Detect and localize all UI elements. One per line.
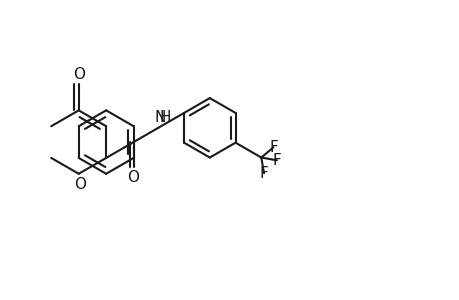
Text: H: H xyxy=(159,110,170,125)
Text: F: F xyxy=(272,153,280,168)
Text: O: O xyxy=(127,170,140,185)
Text: F: F xyxy=(259,166,268,181)
Text: N: N xyxy=(154,110,165,125)
Text: O: O xyxy=(73,68,84,82)
Text: F: F xyxy=(269,140,277,155)
Text: O: O xyxy=(73,177,85,192)
